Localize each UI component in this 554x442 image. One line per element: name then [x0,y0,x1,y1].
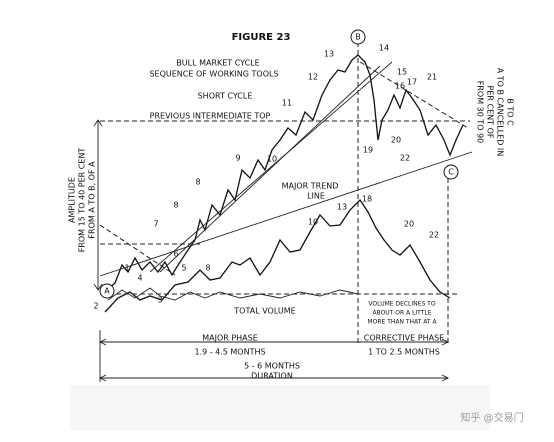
label: LINE [307,192,325,201]
label: PER CENT OF [486,86,495,139]
label: FROM 15 TO 40 PER CENT [78,148,87,253]
wave-label: 4 [137,274,142,283]
note: ABOUT OR A LITTLE [372,310,431,317]
wave-label: 20 [391,136,401,145]
point-label: C [448,168,454,177]
blurred-caption [70,385,490,430]
wave-label: 18 [362,195,372,204]
label: MAJOR PHASE [202,334,258,343]
wave-label: 22 [429,231,439,240]
diagram-lines [70,29,490,430]
label: 1 TO 2.5 MONTHS [368,348,440,357]
wave-label: 5 [181,264,186,273]
wave-label: 3 [157,296,162,305]
wave-label: 20 [404,220,414,229]
label: A TO B CANCELLED IN [496,68,505,156]
wave-label: 13 [337,203,347,212]
label: TOTAL VOLUME [233,307,295,316]
subtitle: SEQUENCE OF WORKING TOOLS [149,70,278,79]
wave-label: 8 [205,264,210,273]
label: CORRECTIVE PHASE [364,334,444,343]
note: VOLUME DECLINES TO [368,301,435,308]
label: 1.9 - 4.5 MONTHS [194,348,265,357]
subtitle: BULL MARKET CYCLE [176,59,259,68]
point-label: A [104,287,110,296]
wave-label: 8 [173,201,178,210]
wave-label: 6 [173,250,178,259]
wave-label: 7 [153,220,158,229]
wave-label: 21 [427,73,437,82]
wave-label: 11 [282,99,292,108]
label: 5 - 6 MONTHS [244,362,300,371]
wave-label: 13 [324,50,334,59]
wave-label: 1 [124,264,129,273]
watermark: 知乎 @交易门 [460,411,523,424]
point-circle [350,29,366,45]
point-label: B [355,33,361,42]
wave-label: 17 [407,78,417,87]
wave-label: 22 [400,154,410,163]
label: DURATION [251,372,293,381]
label: SHORT CYCLE [198,92,253,101]
wave-label: 10 [267,155,277,164]
point-circle [99,283,115,299]
wave-label: 2 [93,302,98,311]
label: MAJOR TREND [282,182,339,191]
label: AMPLITUDE [68,177,77,223]
wave-label: 12 [308,73,318,82]
wave-label: 9 [235,154,240,163]
wave-label: 14 [379,44,389,53]
label: FROM A TO B, OF A [88,161,97,239]
wave-label: 15 [397,68,407,77]
point-circle [443,164,459,180]
label: PREVIOUS INTERMEDIATE TOP [150,112,271,121]
label: B TO C [506,98,515,126]
title: FIGURE 23 [232,32,291,43]
wave-label: 16 [395,82,405,91]
label: FROM 30 TO 90 [476,81,485,144]
wave-label: 10 [308,218,318,227]
note: MORE THAN THAT AT A [367,319,437,326]
wave-label: 19 [363,146,373,155]
wave-label: 8 [195,178,200,187]
